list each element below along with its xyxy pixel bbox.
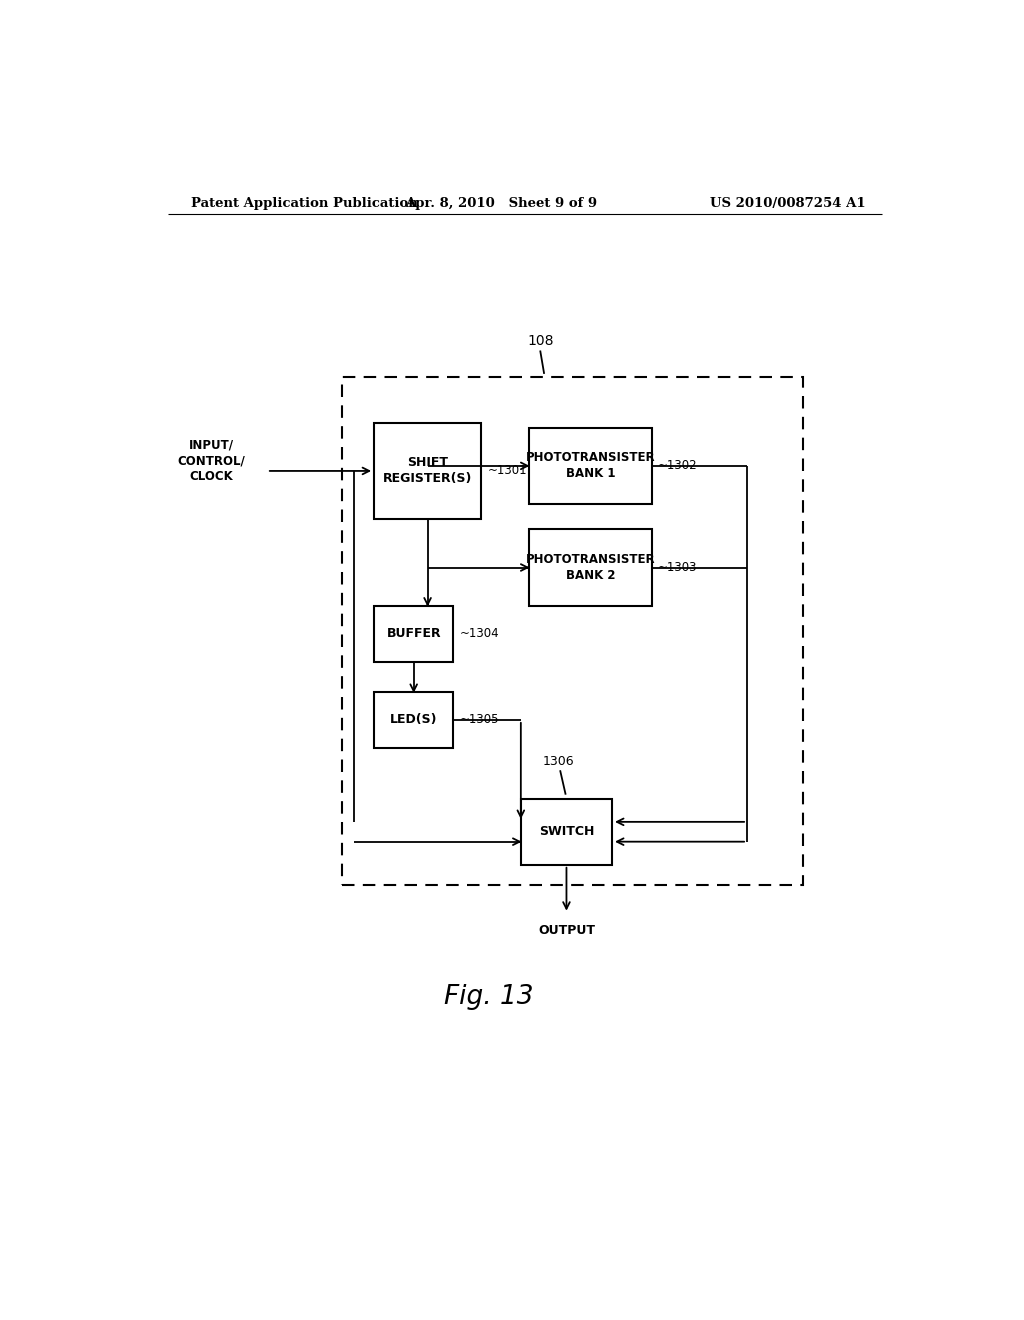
Bar	[528, 428, 652, 504]
Bar	[374, 692, 454, 748]
Bar	[521, 799, 612, 865]
Text: INPUT/
CONTROL/
CLOCK: INPUT/ CONTROL/ CLOCK	[177, 438, 245, 483]
Text: Patent Application Publication: Patent Application Publication	[191, 197, 418, 210]
Bar	[374, 422, 481, 519]
Text: SHIFT
REGISTER(S): SHIFT REGISTER(S)	[383, 457, 472, 486]
Text: ~1302: ~1302	[658, 459, 697, 473]
Text: Fig. 13: Fig. 13	[444, 983, 534, 1010]
Text: ~1305: ~1305	[460, 714, 500, 726]
Text: PHOTOTRANSISTER
BANK 2: PHOTOTRANSISTER BANK 2	[525, 553, 655, 582]
Text: PHOTOTRANSISTER
BANK 1: PHOTOTRANSISTER BANK 1	[525, 451, 655, 480]
Text: OUTPUT: OUTPUT	[538, 924, 595, 937]
Text: ~1301: ~1301	[487, 465, 527, 478]
Text: 1306: 1306	[543, 755, 574, 768]
Text: Apr. 8, 2010   Sheet 9 of 9: Apr. 8, 2010 Sheet 9 of 9	[404, 197, 597, 210]
Text: BUFFER: BUFFER	[386, 627, 441, 640]
Text: 108: 108	[527, 334, 553, 348]
Text: LED(S): LED(S)	[390, 714, 437, 726]
Text: US 2010/0087254 A1: US 2010/0087254 A1	[711, 197, 866, 210]
Bar	[342, 378, 803, 886]
Text: SWITCH: SWITCH	[539, 825, 594, 838]
Text: ~1304: ~1304	[460, 627, 500, 640]
Bar	[528, 529, 652, 606]
Text: ~1303: ~1303	[658, 561, 697, 574]
Bar	[374, 606, 454, 661]
